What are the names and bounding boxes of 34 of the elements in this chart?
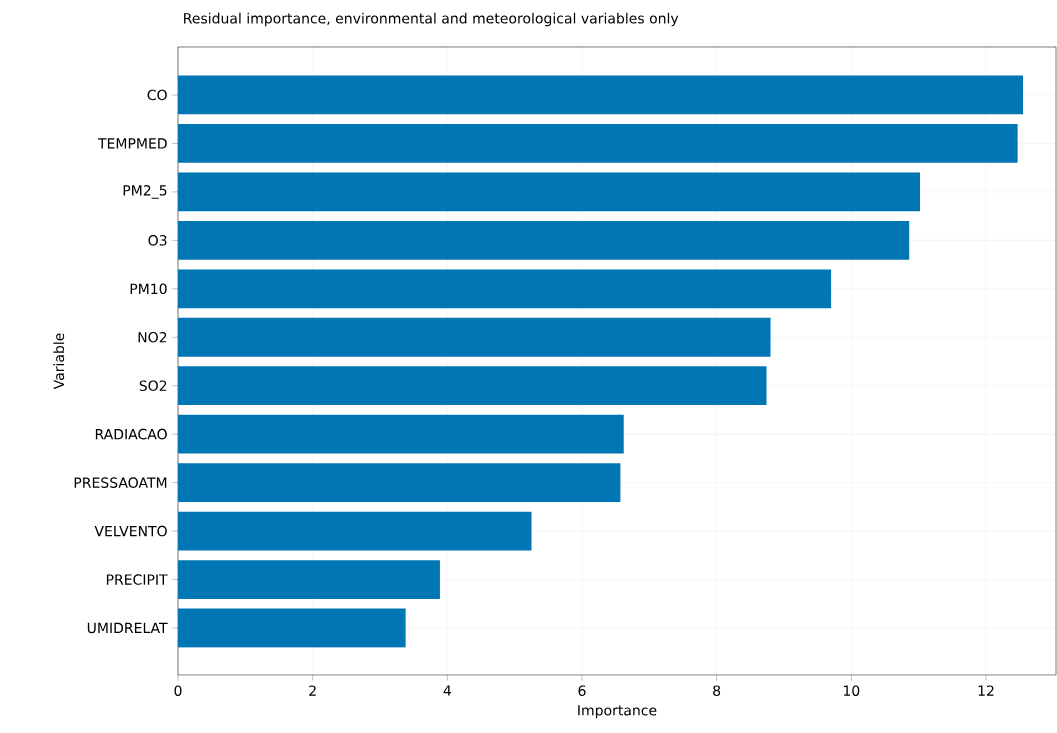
x-axis-title: Importance	[578, 705, 657, 719]
bar	[178, 269, 832, 309]
bar	[178, 463, 621, 503]
y-tick-label: O3	[148, 235, 167, 246]
y-tick-label: PM10	[130, 283, 167, 295]
x-tick-label: 12	[978, 685, 994, 696]
y-tick-label: CO	[147, 89, 167, 101]
y-tick-label: SO2	[139, 380, 167, 391]
bar	[178, 560, 440, 599]
bar	[178, 75, 1024, 115]
bar	[178, 511, 532, 551]
bar	[178, 317, 771, 357]
bar	[178, 124, 1018, 163]
x-tick-label: 2	[309, 685, 316, 696]
bar	[178, 366, 767, 406]
x-tick-label: 6	[578, 685, 586, 696]
y-tick-label: PRESSAOATM	[74, 477, 167, 488]
bar	[178, 220, 910, 260]
y-tick-label: RADIACAO	[95, 428, 167, 440]
x-tick-label: 10	[843, 685, 860, 696]
y-tick-label: TEMPMED	[97, 138, 167, 149]
y-tick-label: VELVENTO	[94, 525, 167, 537]
y-tick-label: PRECIPIT	[106, 574, 168, 585]
bar	[178, 608, 406, 648]
x-tick-label: 8	[713, 685, 721, 696]
y-tick-label: PM2_5	[123, 185, 167, 199]
x-tick-label: 0	[174, 685, 182, 696]
bar	[178, 414, 624, 454]
y-tick-label: UMIDRELAT	[87, 622, 168, 634]
y-tick-label: NO2	[138, 331, 167, 343]
bar	[178, 172, 920, 212]
x-tick-label: 4	[443, 685, 451, 696]
y-axis-title: Variable	[53, 333, 65, 390]
chart-title: Residual importance, environmental and meteorological variables only	[184, 12, 679, 27]
